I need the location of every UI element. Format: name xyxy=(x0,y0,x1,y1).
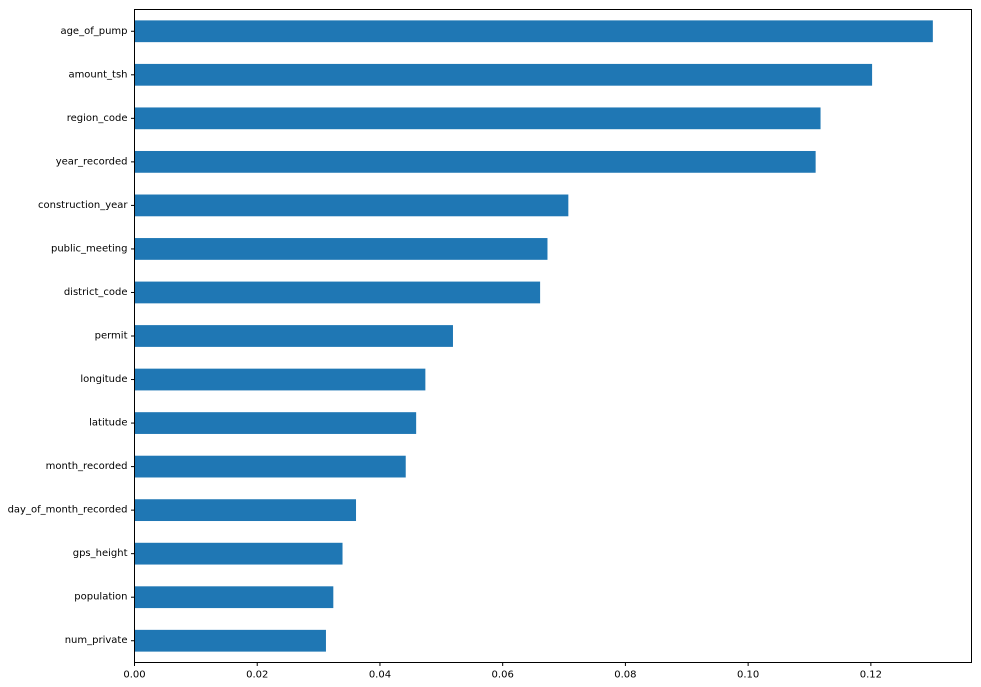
x-tick-label: 0.02 xyxy=(246,670,268,681)
bar-latitude xyxy=(134,412,417,434)
bar-longitude xyxy=(134,368,426,391)
bar-construction-year xyxy=(134,194,569,217)
y-tick-label: construction_year xyxy=(38,200,128,211)
bar-age-of-pump xyxy=(134,20,933,43)
x-tick-label: 0.06 xyxy=(492,670,514,681)
bar-day-of-month-recorded xyxy=(134,499,357,522)
y-tick-label: month_recorded xyxy=(46,461,128,472)
bar-population xyxy=(134,586,334,609)
x-tick-label: 0.04 xyxy=(369,670,391,681)
bar-month-recorded xyxy=(134,455,406,478)
y-tick-label: year_recorded xyxy=(56,156,128,167)
y-tick-label: amount_tsh xyxy=(68,69,127,80)
y-tick-label: district_code xyxy=(64,287,128,298)
y-tick-label: gps_height xyxy=(73,548,128,559)
bar-year-recorded xyxy=(134,150,816,173)
y-axis-ticks: age_of_pump amount_tsh region_code year_rec… xyxy=(8,26,135,646)
bar-public-meeting xyxy=(134,238,548,260)
bar-num-private xyxy=(134,629,326,652)
plot-frame xyxy=(134,9,972,663)
y-tick-label: longitude xyxy=(80,374,127,385)
bar-region-code xyxy=(134,107,821,130)
x-tick-label: 0.08 xyxy=(614,670,636,681)
y-tick-label: region_code xyxy=(67,113,128,124)
x-tick-label: 0.10 xyxy=(737,670,759,681)
y-tick-label: age_of_pump xyxy=(60,26,127,37)
x-tick-label: 0.12 xyxy=(860,670,882,681)
y-tick-label: latitude xyxy=(89,418,127,429)
y-tick-label: day_of_month_recorded xyxy=(8,505,128,516)
bars-layer xyxy=(134,20,933,652)
bar-gps-height xyxy=(134,542,343,565)
x-tick-label: 0.00 xyxy=(123,670,145,681)
y-tick-label: num_private xyxy=(65,635,128,646)
bar-district-code xyxy=(134,281,541,304)
y-tick-label: public_meeting xyxy=(51,243,128,254)
y-tick-label: population xyxy=(74,592,127,603)
bar-permit xyxy=(134,325,453,347)
y-tick-label: permit xyxy=(95,331,128,342)
x-axis-ticks: 0.00 0.02 0.04 0.06 0.08 0.10 0.12 xyxy=(123,662,882,681)
bar-amount-tsh xyxy=(134,63,873,86)
